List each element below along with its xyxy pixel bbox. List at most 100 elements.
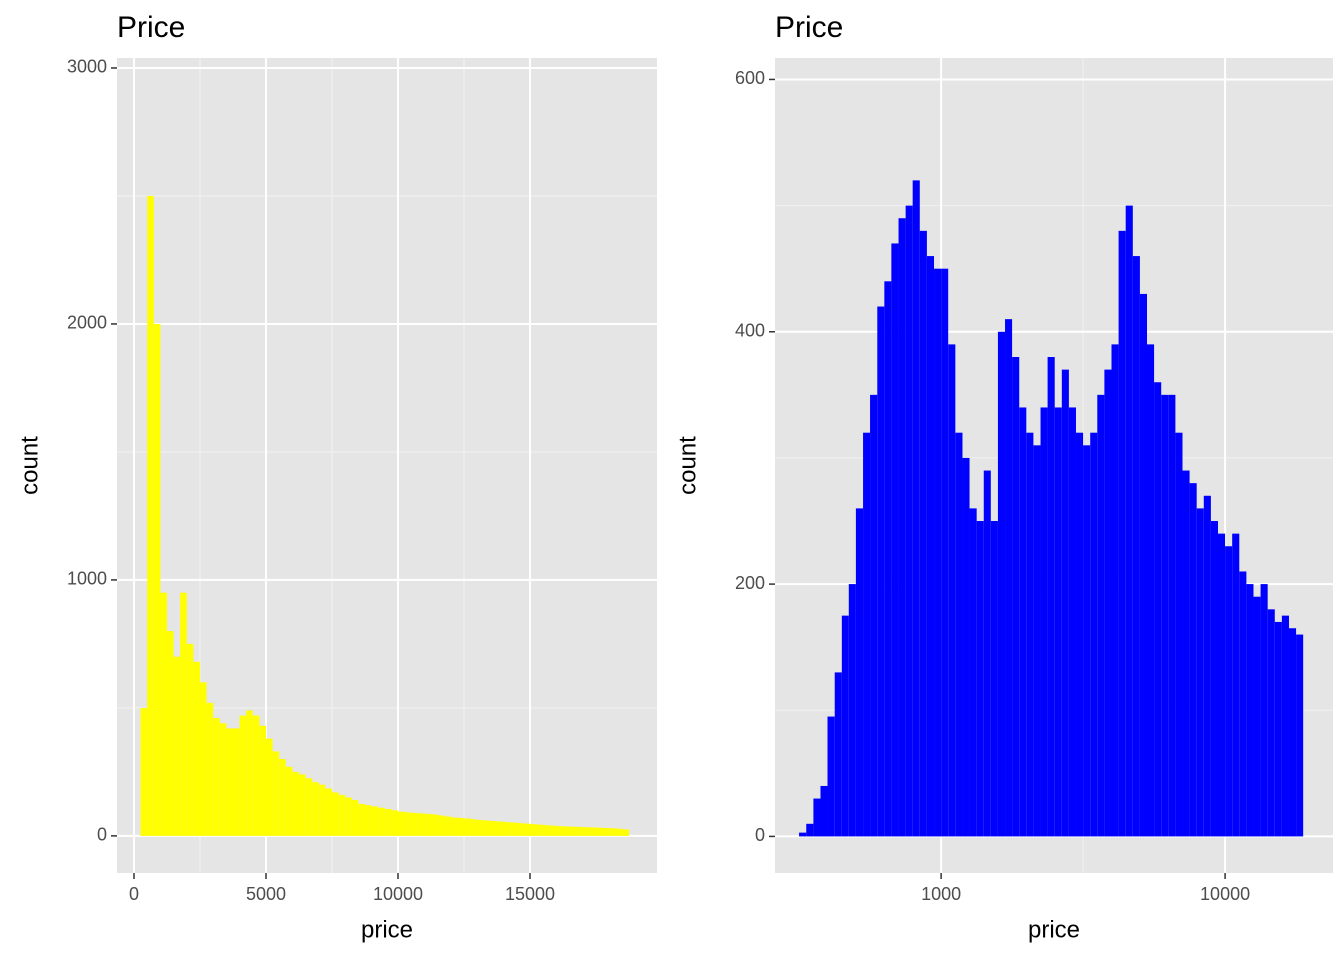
bar <box>813 798 821 837</box>
bar <box>962 457 970 837</box>
y-tick-label: 600 <box>735 68 765 88</box>
bar <box>384 809 392 836</box>
bar <box>450 817 458 836</box>
bar <box>1047 357 1055 837</box>
bar <box>358 803 365 836</box>
bar <box>424 813 431 836</box>
bar <box>331 792 339 836</box>
bar <box>1083 445 1091 837</box>
bar <box>1175 432 1183 837</box>
bar <box>470 819 478 836</box>
bar <box>345 797 352 836</box>
bar <box>562 826 570 836</box>
bar <box>397 811 405 836</box>
bar <box>941 268 949 837</box>
bar <box>160 592 168 836</box>
bar <box>1154 382 1162 837</box>
bar <box>1111 344 1119 837</box>
bar <box>990 521 998 837</box>
bar <box>905 205 913 837</box>
bar <box>969 508 977 837</box>
x-axis-label: price <box>1028 916 1080 943</box>
bar <box>1125 205 1133 837</box>
bar <box>1061 369 1069 837</box>
y-tick-label: 1000 <box>67 569 107 589</box>
bar <box>213 718 220 836</box>
bar <box>1267 609 1275 837</box>
bar <box>153 323 161 836</box>
bar <box>848 584 856 837</box>
bar <box>503 822 511 836</box>
bar <box>391 810 398 836</box>
chart-title: Price <box>775 11 843 44</box>
bar <box>1189 483 1197 837</box>
bar <box>193 661 200 836</box>
bar <box>1019 407 1027 837</box>
x-tick-label: 0 <box>129 884 139 904</box>
bar <box>1168 394 1176 837</box>
bar <box>919 230 927 837</box>
bar <box>1104 369 1112 837</box>
bar <box>1068 407 1076 837</box>
y-axis-label: count <box>16 436 43 495</box>
bar <box>820 785 828 837</box>
bar <box>1253 596 1261 837</box>
bar <box>318 784 326 836</box>
bar <box>1232 533 1240 837</box>
bar <box>536 824 544 836</box>
bar <box>948 344 956 837</box>
bar <box>863 432 871 837</box>
bar <box>891 243 899 837</box>
bar <box>477 820 484 836</box>
bar <box>1288 628 1297 837</box>
bar <box>219 723 227 836</box>
x-tick-label: 15000 <box>505 884 555 904</box>
bar <box>543 825 550 836</box>
bar <box>1132 256 1140 837</box>
bar <box>529 824 537 836</box>
x-tick-label: 10000 <box>373 884 423 904</box>
bar <box>378 807 385 836</box>
bar <box>411 812 418 836</box>
bar <box>404 812 412 836</box>
bar <box>180 592 187 836</box>
bar <box>444 816 451 836</box>
bar <box>279 759 286 836</box>
bar <box>272 751 280 836</box>
bar <box>232 728 240 836</box>
bar <box>265 738 273 836</box>
bar <box>1260 584 1268 837</box>
bar <box>312 782 319 836</box>
bar <box>1075 432 1084 837</box>
x-tick-label: 1000 <box>921 884 961 904</box>
bar <box>1097 394 1105 837</box>
bar <box>841 615 849 837</box>
bar <box>259 725 266 836</box>
bar <box>167 631 174 836</box>
bar <box>417 813 425 836</box>
bar <box>569 826 577 836</box>
bar <box>827 716 835 837</box>
bar <box>325 788 332 836</box>
bar <box>140 707 148 836</box>
bar <box>855 508 864 837</box>
bar <box>1203 495 1211 837</box>
bar <box>609 828 616 836</box>
bar <box>1054 407 1062 837</box>
y-tick-label: 2000 <box>67 313 107 333</box>
bar <box>877 306 885 837</box>
bar <box>239 715 247 836</box>
bar <box>371 806 379 836</box>
y-tick-label: 400 <box>735 321 765 341</box>
bar <box>351 800 359 836</box>
bar <box>285 766 293 836</box>
bar <box>516 823 524 836</box>
bar <box>1182 470 1190 837</box>
bar <box>173 656 181 836</box>
bar <box>1012 357 1020 837</box>
bar <box>1296 634 1304 837</box>
bar <box>799 832 807 837</box>
bar <box>510 822 517 836</box>
bar <box>1090 432 1098 837</box>
bar <box>1196 508 1204 837</box>
